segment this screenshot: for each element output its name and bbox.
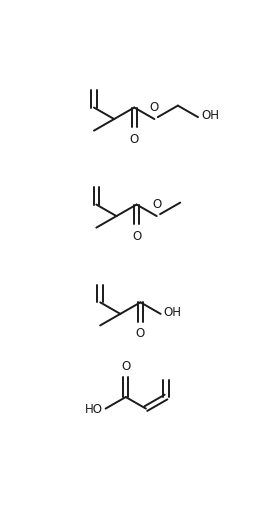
Text: O: O	[136, 328, 145, 340]
Text: O: O	[130, 132, 139, 146]
Text: O: O	[152, 198, 161, 211]
Text: OH: OH	[201, 109, 219, 122]
Text: O: O	[150, 101, 159, 113]
Text: O: O	[132, 229, 141, 243]
Text: O: O	[121, 360, 130, 373]
Text: OH: OH	[164, 306, 182, 319]
Text: HO: HO	[85, 403, 102, 416]
